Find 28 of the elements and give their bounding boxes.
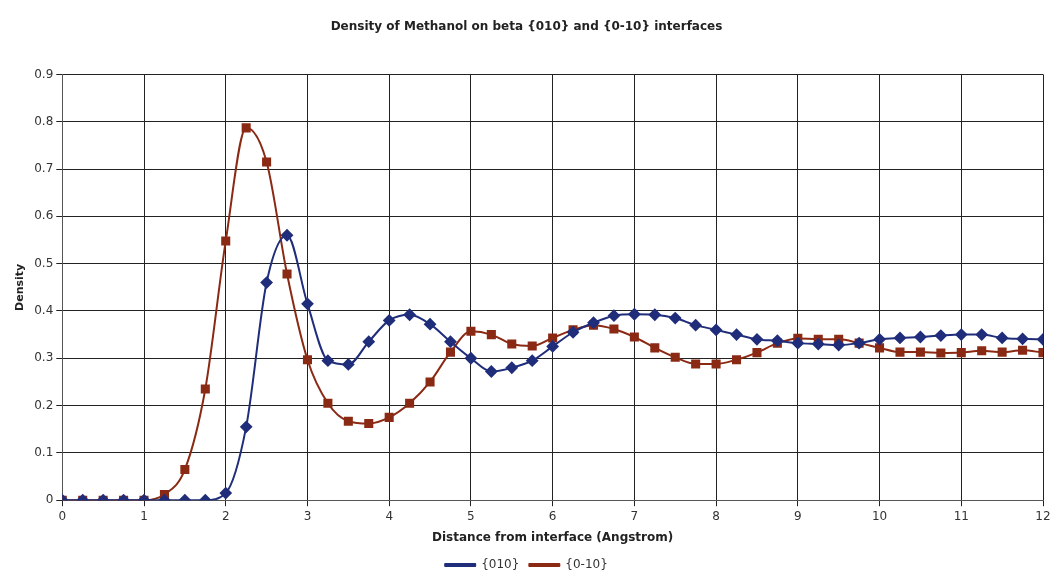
x-tick-label: 1 [140,508,148,523]
x-tick-label: 12 [1035,508,1051,523]
x-tick-label: 2 [221,508,230,523]
y-tick-label: 0.3 [34,350,54,365]
x-tick-label: 4 [385,508,394,523]
y-tick-label: 0.6 [34,208,54,223]
x-tick-label: 6 [548,508,557,523]
x-tick-label: 7 [630,508,639,523]
x-tick-label: 8 [712,508,720,523]
y-tick-label: 0.8 [34,113,54,128]
y-tick-label: 0.9 [34,66,54,81]
legend-label: {010} [481,557,520,572]
legend-label: {0-10} [565,557,608,572]
x-tick-label: 11 [953,508,969,523]
y-tick-label: 0.7 [34,161,54,176]
y-tick-label: 0 [45,492,54,507]
y-tick-label: 0.2 [34,397,54,412]
y-axis-title: Density [13,263,27,311]
x-tick-label: 5 [467,508,475,523]
x-tick-label: 10 [871,508,888,523]
x-tick-label: 0 [58,508,67,523]
x-tick-label: 9 [794,508,802,523]
x-axis-title: Distance from interface (Angstrom) [432,529,674,544]
x-tick-label: 3 [303,508,312,523]
y-tick-label: 0.5 [34,255,54,270]
y-tick-label: 0.1 [34,445,54,460]
y-tick-label: 0.4 [34,303,54,318]
chart-title: Density of Methanol on beta {010} and {0-10} interfaces [330,19,723,34]
